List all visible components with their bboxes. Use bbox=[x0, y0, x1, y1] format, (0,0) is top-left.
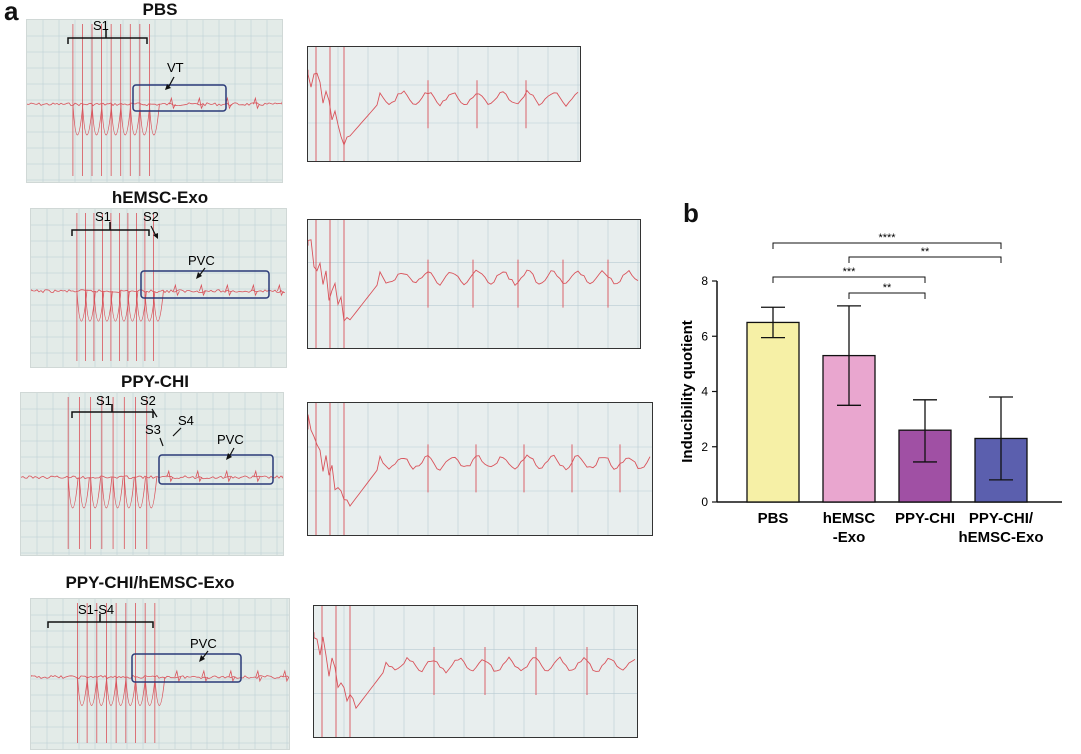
label-s2-hemsc: S2 bbox=[143, 209, 159, 224]
s4-arrow-ppychi bbox=[173, 428, 181, 436]
pvc-box-ppychi bbox=[159, 455, 273, 484]
vt-box bbox=[133, 85, 226, 111]
category-label-line: PPY-CHI bbox=[895, 510, 955, 527]
category-label: PBS bbox=[758, 510, 789, 527]
s1-bracket-hemsc bbox=[72, 222, 149, 236]
category-label: PPY-CHI/hEMSC-Exo bbox=[958, 510, 1043, 546]
label-s3-ppychi: S3 bbox=[145, 422, 161, 437]
label-pvc-hemsc: PVC bbox=[188, 253, 215, 268]
category-label-line: PBS bbox=[758, 510, 789, 527]
category-label-line: hEMSC bbox=[823, 510, 876, 527]
y-tick-label: 2 bbox=[701, 440, 708, 454]
y-axis-label: Inducibility quotient bbox=[679, 320, 696, 463]
zoom-trace-pbs bbox=[307, 46, 581, 162]
category-label: PPY-CHI bbox=[895, 510, 955, 527]
category-label-line: -Exo bbox=[833, 529, 866, 546]
annotation-overlay: S1 VT S1 S2 PVC S1 S2 S3 S4 PVC S1-S4 PV… bbox=[0, 0, 300, 750]
bar bbox=[747, 322, 799, 502]
y-tick-label: 0 bbox=[701, 495, 708, 509]
label-s1-pbs: S1 bbox=[93, 18, 109, 33]
y-tick-label: 8 bbox=[701, 274, 708, 288]
zoom-trace-ppychi-hemsc-svg bbox=[314, 606, 637, 737]
zoom-trace-line bbox=[308, 415, 650, 506]
significance-label: *** bbox=[843, 266, 857, 278]
y-tick-label: 6 bbox=[701, 329, 708, 343]
category-label-line: PPY-CHI/ bbox=[969, 510, 1034, 527]
label-s1-ppychi: S1 bbox=[96, 393, 112, 408]
pvc-box-hemsc bbox=[141, 271, 269, 298]
bar-chart: 0 2 4 6 8 Inducibility quotient PBS hEMSC -Exo PP… bbox=[670, 225, 1075, 560]
grid-lines bbox=[308, 47, 580, 161]
label-vt: VT bbox=[167, 60, 184, 75]
category-label-line: hEMSC-Exo bbox=[958, 529, 1043, 546]
grid-lines bbox=[308, 403, 652, 535]
significance-label: **** bbox=[878, 232, 896, 244]
label-s1-hemsc: S1 bbox=[95, 209, 111, 224]
y-tick-label: 4 bbox=[701, 385, 708, 399]
zoom-trace-pbs-svg bbox=[308, 47, 580, 161]
grid-lines bbox=[314, 606, 637, 737]
label-s1s4: S1-S4 bbox=[78, 602, 114, 617]
label-s4-ppychi: S4 bbox=[178, 413, 194, 428]
zoom-trace-hemsc-svg bbox=[308, 220, 640, 348]
label-pvc-ppychi: PVC bbox=[217, 432, 244, 447]
zoom-trace-line bbox=[308, 70, 578, 145]
significance-label: ** bbox=[921, 246, 930, 258]
label-pvc-ppychi-hemsc: PVC bbox=[190, 636, 217, 651]
zoom-trace-ppychi-hemsc bbox=[313, 605, 638, 738]
zoom-trace-ppychi-svg bbox=[308, 403, 652, 535]
category-label: hEMSC -Exo bbox=[823, 510, 876, 546]
label-s2-ppychi: S2 bbox=[140, 393, 156, 408]
s3-arrow-ppychi bbox=[160, 438, 163, 446]
zoom-trace-ppychi bbox=[307, 402, 653, 536]
zoom-trace-hemsc bbox=[307, 219, 641, 349]
significance-label: ** bbox=[883, 282, 892, 294]
pvc-box-ppychi-hemsc bbox=[132, 654, 241, 682]
